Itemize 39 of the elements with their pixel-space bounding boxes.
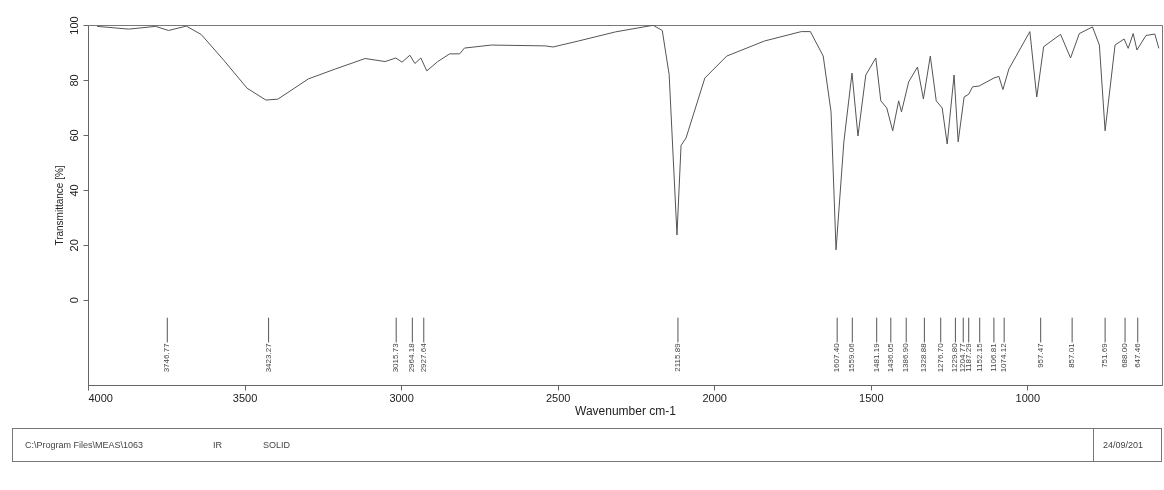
annotation: 1074.12 xyxy=(999,342,1009,373)
annotation: 3015.73 xyxy=(391,342,401,373)
annotation: 2964.18 xyxy=(407,342,417,373)
x-tick-label: 3000 xyxy=(389,391,414,404)
x-tick-label: 1500 xyxy=(859,391,884,404)
y-tick-label: 20 xyxy=(67,239,80,252)
annotation: 957.47 xyxy=(1035,342,1045,368)
annotation: 1481.19 xyxy=(871,342,881,373)
annotation: 1106.81 xyxy=(988,342,998,372)
y-tick-label: 60 xyxy=(67,129,80,142)
x-tick-label: 3500 xyxy=(232,391,258,404)
annotation: 2927.64 xyxy=(418,342,428,373)
y-tick-label: 0 xyxy=(67,297,80,304)
annotation: 2115.89 xyxy=(672,342,682,372)
annotation: 647.46 xyxy=(1132,342,1142,368)
x-tick-label: 4000 xyxy=(88,391,113,404)
annotation: 1436.05 xyxy=(885,342,895,373)
annotation: 1328.88 xyxy=(919,342,929,373)
annotation: 751.69 xyxy=(1100,342,1110,368)
footer-box: C:\Program Files\MEAS\1063 IR SOLID 24/09/201 xyxy=(12,428,1162,462)
y-axis-title: Transmittance [%] xyxy=(53,165,65,246)
x-tick-label: 1000 xyxy=(1015,391,1041,404)
x-tick-label: 2500 xyxy=(545,391,571,404)
annotation: 1386.90 xyxy=(901,342,911,373)
annotation: 1559.06 xyxy=(847,342,857,373)
x-axis-title: Wavenumber cm-1 xyxy=(575,403,677,418)
annotation: 3423.27 xyxy=(263,342,273,373)
y-tick-label: 40 xyxy=(67,184,80,197)
annotation: 1276.70 xyxy=(935,342,945,373)
annotation: 1229.80 xyxy=(950,342,960,373)
y-tick-label: 80 xyxy=(67,74,80,87)
y-tick-label: 100 xyxy=(67,16,80,35)
x-tick-label: 2000 xyxy=(702,391,727,404)
line-series xyxy=(96,25,1160,251)
annotation: 1607.40 xyxy=(832,342,842,373)
annotation: 3746.77 xyxy=(162,342,172,373)
annotation: 1152.15 xyxy=(974,342,984,372)
annotation: 688.00 xyxy=(1120,342,1130,368)
annotation: 857.01 xyxy=(1067,342,1077,368)
